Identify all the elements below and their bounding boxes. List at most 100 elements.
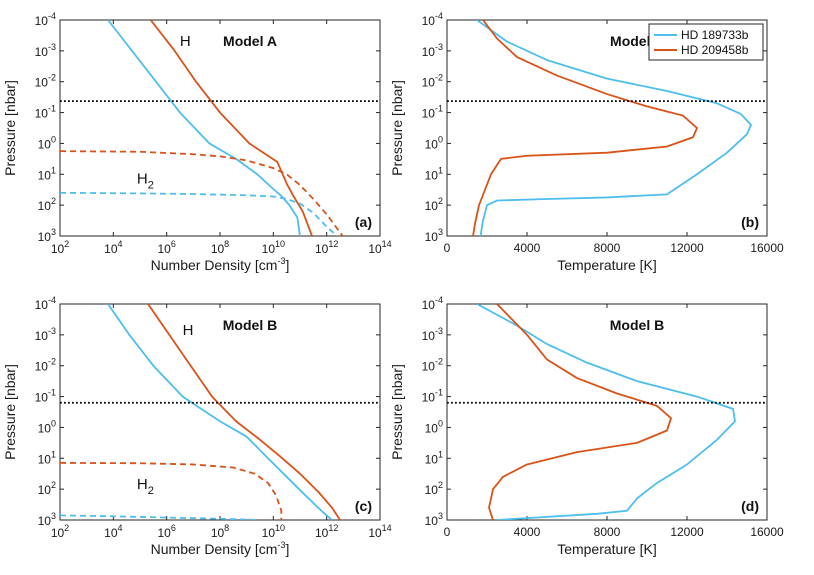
series-hd-189733b: [476, 304, 736, 520]
y-tick-label: 10-1: [35, 388, 56, 405]
series-h2-hd-189733b: [60, 514, 261, 520]
panel-label: (c): [355, 498, 372, 514]
x-tick-label: 0: [444, 525, 451, 539]
x-axis-label: Temperature [K]: [557, 257, 657, 273]
y-tick-label: 102: [38, 196, 56, 213]
y-tick-label: 10-2: [35, 357, 56, 374]
plot-area: [60, 304, 341, 520]
x-tick-label: 8000: [594, 241, 621, 255]
x-axis-label: Number Density [cm-3]: [151, 540, 290, 557]
x-tick-label: 1012: [315, 523, 338, 540]
x-tick-label: 4000: [514, 525, 541, 539]
series-hd-189733b: [476, 20, 752, 236]
x-tick-label: 12000: [670, 525, 704, 539]
y-tick-label: 100: [38, 418, 56, 435]
x-tick-label: 8000: [594, 525, 621, 539]
series-hd-209458b: [488, 304, 672, 520]
model-title: Model B: [610, 317, 664, 333]
y-tick-label: 10-3: [422, 326, 443, 343]
y-tick-label: 10-3: [35, 326, 56, 343]
y-tick-label: 103: [38, 227, 56, 244]
y-tick-label: 100: [38, 134, 56, 151]
x-tick-label: 104: [104, 239, 122, 256]
y-axis-label: Pressure [nbar]: [2, 80, 18, 176]
x-tick-label: 1010: [262, 523, 285, 540]
y-tick-label: 103: [425, 227, 443, 244]
x-tick-label: 104: [104, 523, 122, 540]
y-axis-label: Pressure [nbar]: [389, 364, 405, 460]
model-title: Model A: [223, 33, 277, 49]
axes-box: [59, 19, 381, 237]
series-h-hd-209458b: [149, 20, 313, 236]
plot-area: [476, 304, 736, 520]
series-h2-hd-209458b: [60, 150, 344, 236]
x-tick-label: 16000: [750, 241, 784, 255]
y-tick-label: 103: [425, 511, 443, 528]
y-tick-label: 101: [425, 165, 443, 182]
series-h-hd-209458b: [147, 304, 341, 520]
species-label: H2: [137, 171, 154, 192]
plot-area: [472, 20, 752, 236]
y-tick-label: 10-2: [422, 357, 443, 374]
y-tick-label: 10-3: [35, 42, 56, 59]
legend-box: [648, 23, 764, 61]
x-tick-label: 106: [157, 523, 175, 540]
panel-label: (a): [355, 214, 372, 230]
y-tick-label: 102: [425, 480, 443, 497]
y-tick-label: 101: [38, 165, 56, 182]
y-tick-label: 10-1: [35, 104, 56, 121]
y-tick-label: 100: [425, 134, 443, 151]
x-tick-label: 1014: [368, 523, 391, 540]
y-tick-label: 100: [425, 418, 443, 435]
y-tick-label: 10-1: [422, 388, 443, 405]
y-tick-label: 10-2: [35, 73, 56, 90]
series-h2-hd-189733b: [60, 191, 338, 236]
y-tick-label: 10-3: [422, 42, 443, 59]
panel-label: (d): [741, 498, 759, 514]
y-tick-label: 10-4: [35, 11, 56, 28]
legend-entry: HD 189733b: [681, 28, 749, 42]
plot-area: [60, 20, 344, 236]
x-tick-label: 1010: [262, 239, 285, 256]
species-label: H: [180, 33, 191, 50]
series-h2-hd-209458b: [60, 462, 283, 520]
y-tick-label: 101: [425, 449, 443, 466]
y-tick-label: 10-2: [422, 73, 443, 90]
x-tick-label: 0: [444, 241, 451, 255]
x-tick-label: 108: [211, 523, 229, 540]
species-label: H: [183, 322, 194, 339]
panel-label: (b): [741, 214, 759, 230]
x-tick-label: 12000: [670, 241, 704, 255]
y-tick-label: 102: [425, 196, 443, 213]
axes-box: [59, 303, 381, 521]
y-tick-label: 101: [38, 449, 56, 466]
model-title: Model B: [223, 317, 277, 333]
x-axis-label: Number Density [cm-3]: [151, 256, 290, 273]
series-h-hd-189733b: [107, 304, 333, 520]
y-tick-label: 102: [38, 480, 56, 497]
series-hd-209458b: [472, 20, 698, 236]
legend-entry: HD 209458b: [681, 43, 749, 57]
x-axis-label: Temperature [K]: [557, 541, 657, 557]
x-tick-label: 1012: [315, 239, 338, 256]
y-tick-label: 10-4: [422, 11, 443, 28]
x-tick-label: 108: [211, 239, 229, 256]
y-axis-label: Pressure [nbar]: [389, 80, 405, 176]
y-tick-label: 10-4: [35, 295, 56, 312]
series-h-hd-189733b: [107, 20, 301, 236]
x-tick-label: 16000: [750, 525, 784, 539]
axes-box: [446, 303, 768, 521]
species-label: H2: [137, 476, 154, 497]
x-tick-label: 1014: [368, 239, 391, 256]
y-tick-label: 10-1: [422, 104, 443, 121]
y-tick-label: 103: [38, 511, 56, 528]
y-tick-label: 10-4: [422, 295, 443, 312]
x-tick-label: 102: [51, 239, 69, 256]
y-axis-label: Pressure [nbar]: [2, 364, 18, 460]
x-tick-label: 106: [157, 239, 175, 256]
